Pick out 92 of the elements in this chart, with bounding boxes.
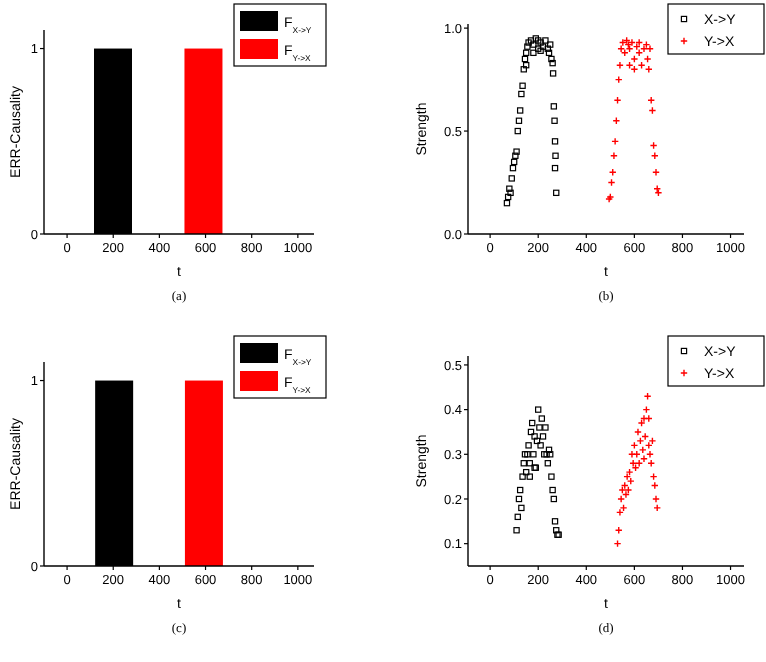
point: [643, 55, 652, 63]
point: [524, 43, 531, 50]
point: [636, 436, 645, 445]
point: [550, 495, 558, 503]
point: [652, 495, 660, 503]
point: [518, 90, 525, 98]
point: [619, 504, 628, 512]
point: [552, 152, 559, 159]
point: [525, 442, 532, 449]
point: [616, 508, 624, 517]
point: [526, 460, 533, 467]
point: [531, 433, 538, 440]
point: [530, 41, 537, 48]
point: [526, 473, 533, 480]
point: [550, 103, 558, 110]
point: [549, 59, 556, 67]
point: [510, 158, 518, 166]
point: [637, 419, 646, 427]
point: [647, 96, 656, 105]
point: [522, 61, 530, 69]
point: [539, 43, 547, 50]
point: [544, 460, 552, 467]
point: [537, 442, 544, 449]
point: [616, 61, 624, 70]
point: [507, 189, 514, 197]
point: [513, 527, 520, 534]
point: [548, 55, 555, 63]
point: [542, 37, 549, 44]
point: [521, 451, 529, 458]
point: [650, 481, 659, 490]
point: [611, 137, 620, 146]
point: [525, 39, 532, 46]
point: [549, 70, 557, 77]
point: [553, 189, 560, 197]
point: [522, 468, 530, 476]
point: [623, 472, 632, 481]
point: [518, 504, 525, 512]
point: [532, 35, 539, 42]
point: [548, 473, 555, 480]
point: [522, 49, 530, 57]
point: [521, 55, 529, 63]
point: [508, 175, 515, 182]
point: [527, 37, 535, 44]
point: [544, 45, 552, 52]
point: [528, 419, 536, 427]
point: [514, 127, 521, 135]
point: [538, 415, 546, 422]
point: [520, 66, 527, 73]
point: [640, 414, 648, 423]
point: [641, 432, 650, 441]
point: [514, 513, 521, 521]
point: [504, 193, 512, 201]
point: [625, 61, 634, 70]
point: [634, 428, 642, 436]
point: [539, 433, 547, 440]
point: [624, 486, 633, 494]
point: [553, 527, 560, 534]
point: [535, 406, 542, 413]
point: [648, 436, 657, 445]
point: [551, 117, 558, 124]
point: [630, 55, 639, 63]
point: [551, 164, 559, 172]
point: [617, 495, 626, 503]
point: [625, 468, 634, 477]
point: [506, 185, 513, 192]
point: [542, 424, 549, 431]
point: [519, 473, 526, 480]
point: [549, 486, 556, 494]
point: [545, 49, 553, 57]
point: [520, 460, 527, 467]
point: [513, 148, 520, 155]
point: [516, 107, 524, 114]
point: [545, 446, 553, 454]
point: [527, 428, 535, 436]
point: [551, 138, 559, 145]
point: [637, 61, 646, 70]
point: [512, 152, 519, 159]
point: [515, 495, 523, 503]
point: [516, 486, 524, 494]
point: [530, 49, 537, 57]
point: [547, 451, 554, 458]
point: [519, 82, 526, 89]
point: [536, 424, 543, 431]
point: [613, 96, 622, 105]
point: [547, 41, 554, 48]
point: [524, 451, 531, 458]
point: [551, 518, 559, 525]
point: [509, 164, 517, 172]
point: [530, 451, 537, 458]
point: [503, 199, 511, 207]
point: [515, 117, 523, 124]
point: [533, 437, 541, 445]
